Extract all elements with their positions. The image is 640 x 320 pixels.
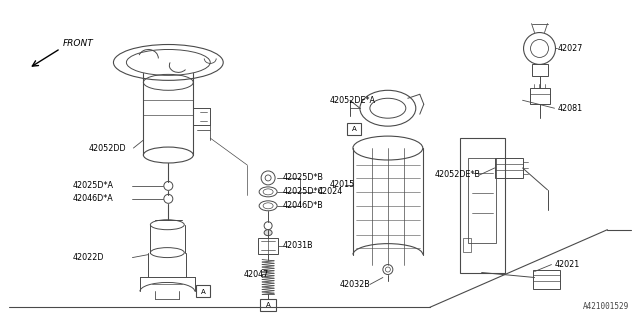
Text: FRONT: FRONT	[63, 39, 93, 48]
Text: A: A	[201, 289, 205, 295]
Text: A: A	[266, 302, 271, 308]
Text: A421001529: A421001529	[583, 302, 629, 311]
Bar	[529, 88, 550, 104]
Ellipse shape	[264, 230, 272, 236]
Bar	[260, 300, 276, 311]
Text: 42081: 42081	[557, 104, 582, 113]
Text: A: A	[351, 126, 356, 132]
Text: 42024: 42024	[318, 188, 343, 196]
Text: 42025D*C: 42025D*C	[283, 188, 324, 196]
Bar	[532, 64, 547, 76]
Bar	[532, 269, 561, 289]
Bar	[468, 158, 495, 243]
Bar	[460, 138, 504, 273]
Text: 42032B: 42032B	[340, 280, 371, 289]
Text: 42046D*B: 42046D*B	[283, 201, 324, 210]
Text: 42027: 42027	[557, 44, 583, 53]
Bar	[495, 158, 522, 178]
Text: 42046D*A: 42046D*A	[72, 194, 113, 203]
Text: 42052DD: 42052DD	[88, 144, 126, 153]
Text: 42052DE*A: 42052DE*A	[330, 96, 376, 105]
Text: 42022D: 42022D	[72, 253, 104, 262]
Text: 42015: 42015	[330, 180, 355, 189]
Bar	[347, 123, 361, 135]
Text: 42021: 42021	[554, 260, 580, 269]
Text: 42031B: 42031B	[283, 241, 314, 250]
Bar	[196, 285, 210, 297]
Bar	[463, 238, 470, 252]
Text: 42025D*A: 42025D*A	[72, 181, 113, 190]
Text: 42025D*B: 42025D*B	[283, 173, 324, 182]
Bar	[258, 238, 278, 253]
Text: 42047: 42047	[243, 270, 268, 279]
Text: 42052DE*B: 42052DE*B	[435, 171, 481, 180]
